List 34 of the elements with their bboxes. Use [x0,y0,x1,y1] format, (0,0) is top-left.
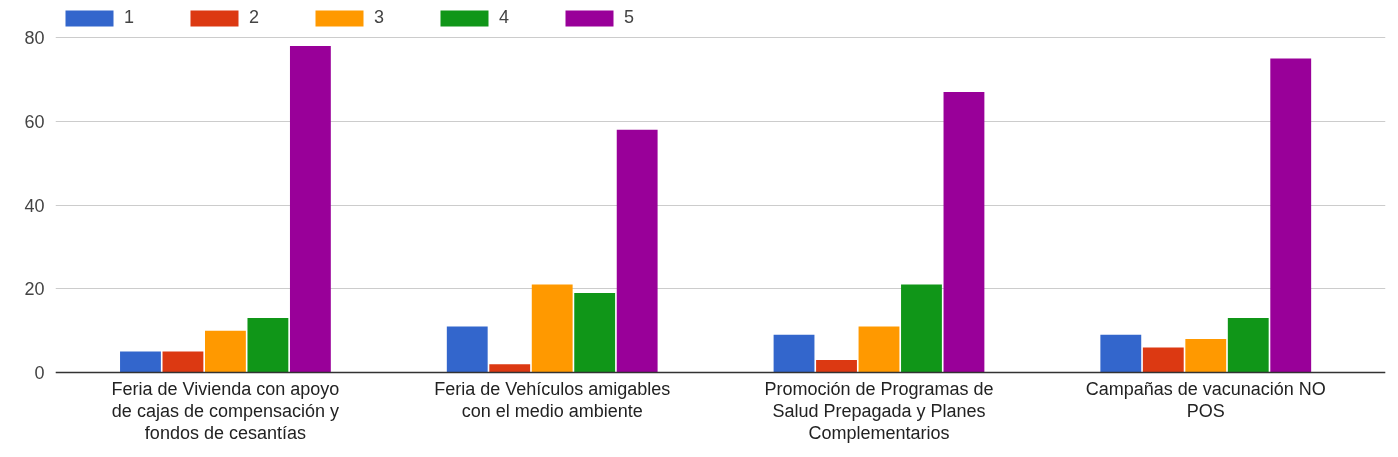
legend-label: 5 [624,7,635,28]
bar [489,364,531,373]
bar [816,359,857,373]
bar [1185,339,1227,373]
y-tick-label: 0 [34,363,45,383]
x-tick-label: Campañas de vacunación NO POS [1085,378,1326,421]
bar [616,129,658,373]
bar [1227,318,1269,373]
y-tick-label: 20 [24,279,45,300]
bar [858,326,900,373]
legend-label: 4 [499,7,510,28]
x-tick-label: Feria de Vivienda con apoyo de cajas de compensación y fondos de cesantías [111,378,340,443]
bar [446,326,488,373]
legend-label: 3 [374,7,385,28]
bar [1100,334,1142,373]
bar [531,284,573,373]
bar [1142,347,1184,373]
bar [1270,58,1312,373]
bar [901,284,942,373]
y-tick-label: 60 [24,111,45,132]
bar [773,334,815,373]
legend-label: 2 [249,7,260,28]
bar [247,318,289,373]
y-tick-label: 40 [24,195,45,216]
legend-label: 1 [124,7,135,28]
bar [120,351,161,373]
bar [574,292,616,373]
bar [943,91,985,373]
bar [205,330,246,373]
y-tick-label: 80 [24,28,45,48]
x-tick-label: Feria de Vehículos amigables con el medio ambiente [434,378,671,421]
bar [289,45,331,373]
bar [162,351,204,373]
x-tick-label: Promoción de Programas de Salud Prepagada y Planes Complementarios [764,378,994,443]
